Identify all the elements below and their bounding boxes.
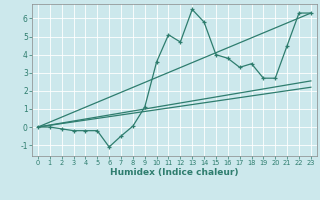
X-axis label: Humidex (Indice chaleur): Humidex (Indice chaleur) xyxy=(110,168,239,177)
